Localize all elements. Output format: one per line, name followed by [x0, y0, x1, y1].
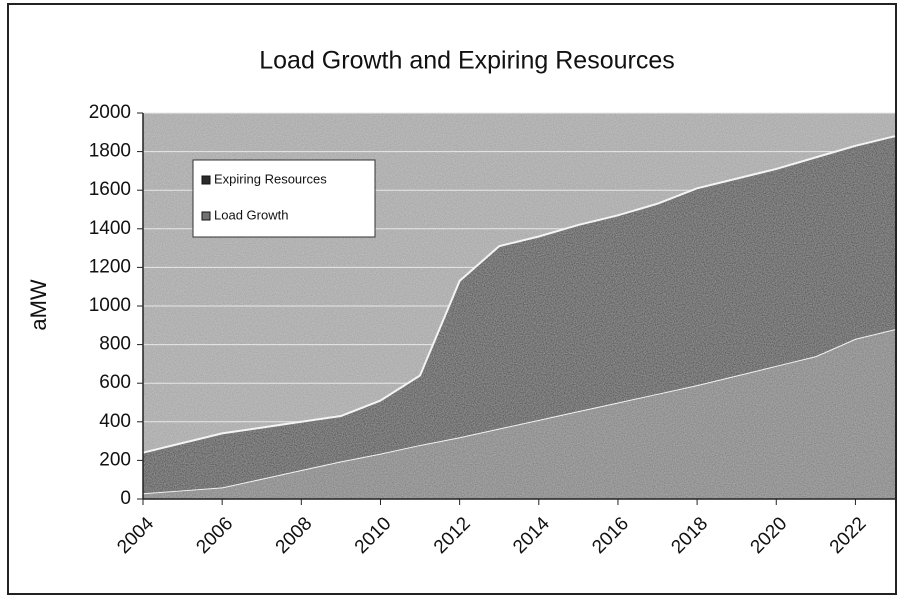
legend-box	[192, 159, 376, 238]
legend-swatch	[201, 211, 211, 221]
y-tick-label: 200	[99, 449, 131, 470]
y-tick-label: 400	[99, 411, 131, 432]
area-edge	[142, 135, 896, 454]
y-tick-label: 2000	[89, 102, 131, 123]
area	[143, 329, 895, 499]
y-tick-label: 1200	[89, 256, 131, 277]
y-tick-label: 1600	[89, 179, 131, 200]
chart-title: Load Growth and Expiring Resources	[259, 47, 675, 75]
y-tick-label: 1800	[89, 141, 131, 162]
legend-label: Load Growth	[214, 207, 288, 222]
y-tick-label: 1400	[89, 218, 131, 239]
y-tick-label: 0	[120, 488, 131, 509]
legend-swatch	[201, 175, 211, 185]
legend: Expiring Resources Load Growth	[192, 159, 376, 238]
y-tick-label: 1000	[89, 295, 131, 316]
y-tick-label: 800	[99, 334, 131, 355]
legend-label: Expiring Resources	[214, 171, 327, 186]
y-axis-label: aMW	[26, 279, 51, 331]
area	[143, 136, 895, 494]
y-tick-label: 600	[99, 372, 131, 393]
